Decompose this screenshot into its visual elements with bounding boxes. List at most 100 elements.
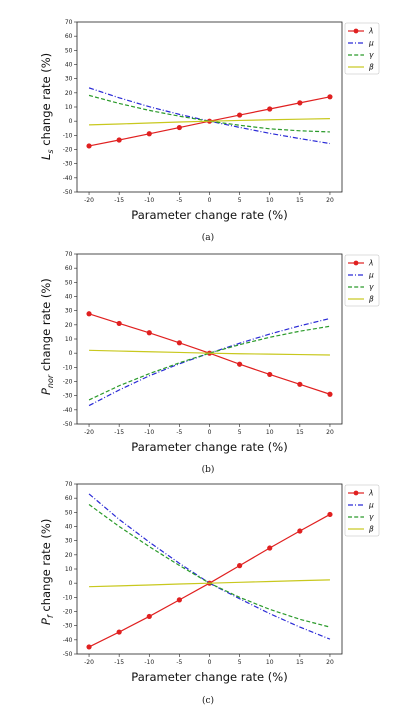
x-tick-label: 10 <box>266 429 274 436</box>
data-point <box>146 131 152 137</box>
legend-marker <box>353 28 359 34</box>
series-line-1 <box>88 87 331 145</box>
y-tick-label: -30 <box>63 393 73 400</box>
y-tick-label: 70 <box>65 19 73 26</box>
x-tick-label: 5 <box>238 429 242 436</box>
y-tick-label: 10 <box>65 566 73 573</box>
y-tick-label: 30 <box>65 76 73 83</box>
panel-caption: (b) <box>202 464 215 475</box>
data-point <box>86 644 92 650</box>
y-tick-label: -50 <box>63 189 73 196</box>
x-tick-label: -15 <box>114 197 124 204</box>
legend-label: λ <box>368 27 373 36</box>
legend-marker <box>353 260 359 266</box>
x-tick-label: -5 <box>176 659 182 666</box>
y-tick-label: 60 <box>65 495 73 502</box>
data-point <box>237 361 243 367</box>
y-tick-label: 70 <box>65 481 73 488</box>
series-line-3 <box>89 579 330 588</box>
x-tick-label: 0 <box>208 197 212 204</box>
data-point <box>86 143 92 149</box>
series-line-2 <box>88 94 330 133</box>
y-tick-label: -30 <box>63 623 73 630</box>
x-tick-label: -5 <box>176 429 182 436</box>
y-tick-label: 20 <box>65 322 73 329</box>
y-tick-label: 60 <box>65 265 73 272</box>
data-point <box>327 391 333 397</box>
x-tick-label: -10 <box>144 197 154 204</box>
legend-label: γ <box>369 51 374 60</box>
y-tick-label: -40 <box>63 637 73 644</box>
y-axis-label: Ls change rate (%) <box>39 53 55 160</box>
y-tick-label: -50 <box>63 421 73 428</box>
x-tick-label: 20 <box>326 659 334 666</box>
plot-frame <box>76 253 343 425</box>
data-point <box>176 340 182 346</box>
legend-box <box>344 254 380 307</box>
y-tick-label: -40 <box>63 175 73 182</box>
x-tick-label: -5 <box>176 197 182 204</box>
data-point <box>327 511 333 518</box>
y-tick-label: -20 <box>63 147 73 154</box>
x-tick-label: -20 <box>84 429 94 436</box>
y-tick-label: 40 <box>65 62 73 69</box>
x-tick-label: -10 <box>144 659 154 666</box>
legend-label: μ <box>368 271 374 280</box>
legend-label: β <box>369 63 374 72</box>
legend-label: γ <box>369 513 374 522</box>
x-tick-label: 15 <box>296 429 304 436</box>
data-point <box>267 545 273 551</box>
y-tick-label: 50 <box>65 47 73 54</box>
panel-caption: (a) <box>202 232 214 243</box>
y-tick-label: 70 <box>65 251 73 258</box>
legend-marker <box>353 490 359 496</box>
data-point <box>116 137 122 143</box>
data-point <box>237 563 243 569</box>
legend-label: μ <box>368 501 374 510</box>
series-line-1 <box>88 317 331 407</box>
data-point <box>297 100 303 106</box>
y-tick-label: -30 <box>63 161 73 168</box>
series-line-3 <box>89 118 330 126</box>
data-point <box>116 320 122 327</box>
y-tick-label: 0 <box>69 118 73 125</box>
y-tick-label: 50 <box>65 279 73 286</box>
data-point <box>327 94 333 100</box>
x-axis-label: Parameter change rate (%) <box>131 670 287 684</box>
x-tick-label: 20 <box>326 429 334 436</box>
y-tick-label: -20 <box>63 379 73 386</box>
x-tick-label: 10 <box>266 197 274 204</box>
y-tick-label: 0 <box>69 580 73 587</box>
legend-label: λ <box>368 259 373 268</box>
x-tick-label: 15 <box>296 197 304 204</box>
y-tick-label: -50 <box>63 651 73 658</box>
data-point <box>297 528 303 534</box>
legend-label: γ <box>369 283 374 292</box>
y-tick-label: 40 <box>65 294 73 301</box>
data-point <box>146 613 152 620</box>
legend-label: β <box>369 525 374 534</box>
x-tick-label: 5 <box>238 197 242 204</box>
data-point <box>267 371 273 378</box>
data-point <box>237 112 243 118</box>
x-tick-label: 20 <box>326 197 334 204</box>
series-line-2 <box>88 325 331 401</box>
y-tick-label: 0 <box>69 350 73 357</box>
x-tick-label: 0 <box>208 429 212 436</box>
y-tick-label: -10 <box>63 364 73 371</box>
y-tick-label: -20 <box>63 609 73 616</box>
data-point <box>267 106 273 112</box>
y-tick-label: -40 <box>63 407 73 414</box>
x-tick-label: -10 <box>144 429 154 436</box>
x-axis-label: Parameter change rate (%) <box>131 440 287 454</box>
y-tick-label: 10 <box>65 336 73 343</box>
data-point <box>146 330 152 336</box>
series-line-1 <box>88 493 331 640</box>
x-tick-label: -20 <box>84 659 94 666</box>
x-tick-label: -15 <box>114 429 124 436</box>
y-tick-label: 20 <box>65 552 73 559</box>
x-tick-label: 10 <box>266 659 274 666</box>
